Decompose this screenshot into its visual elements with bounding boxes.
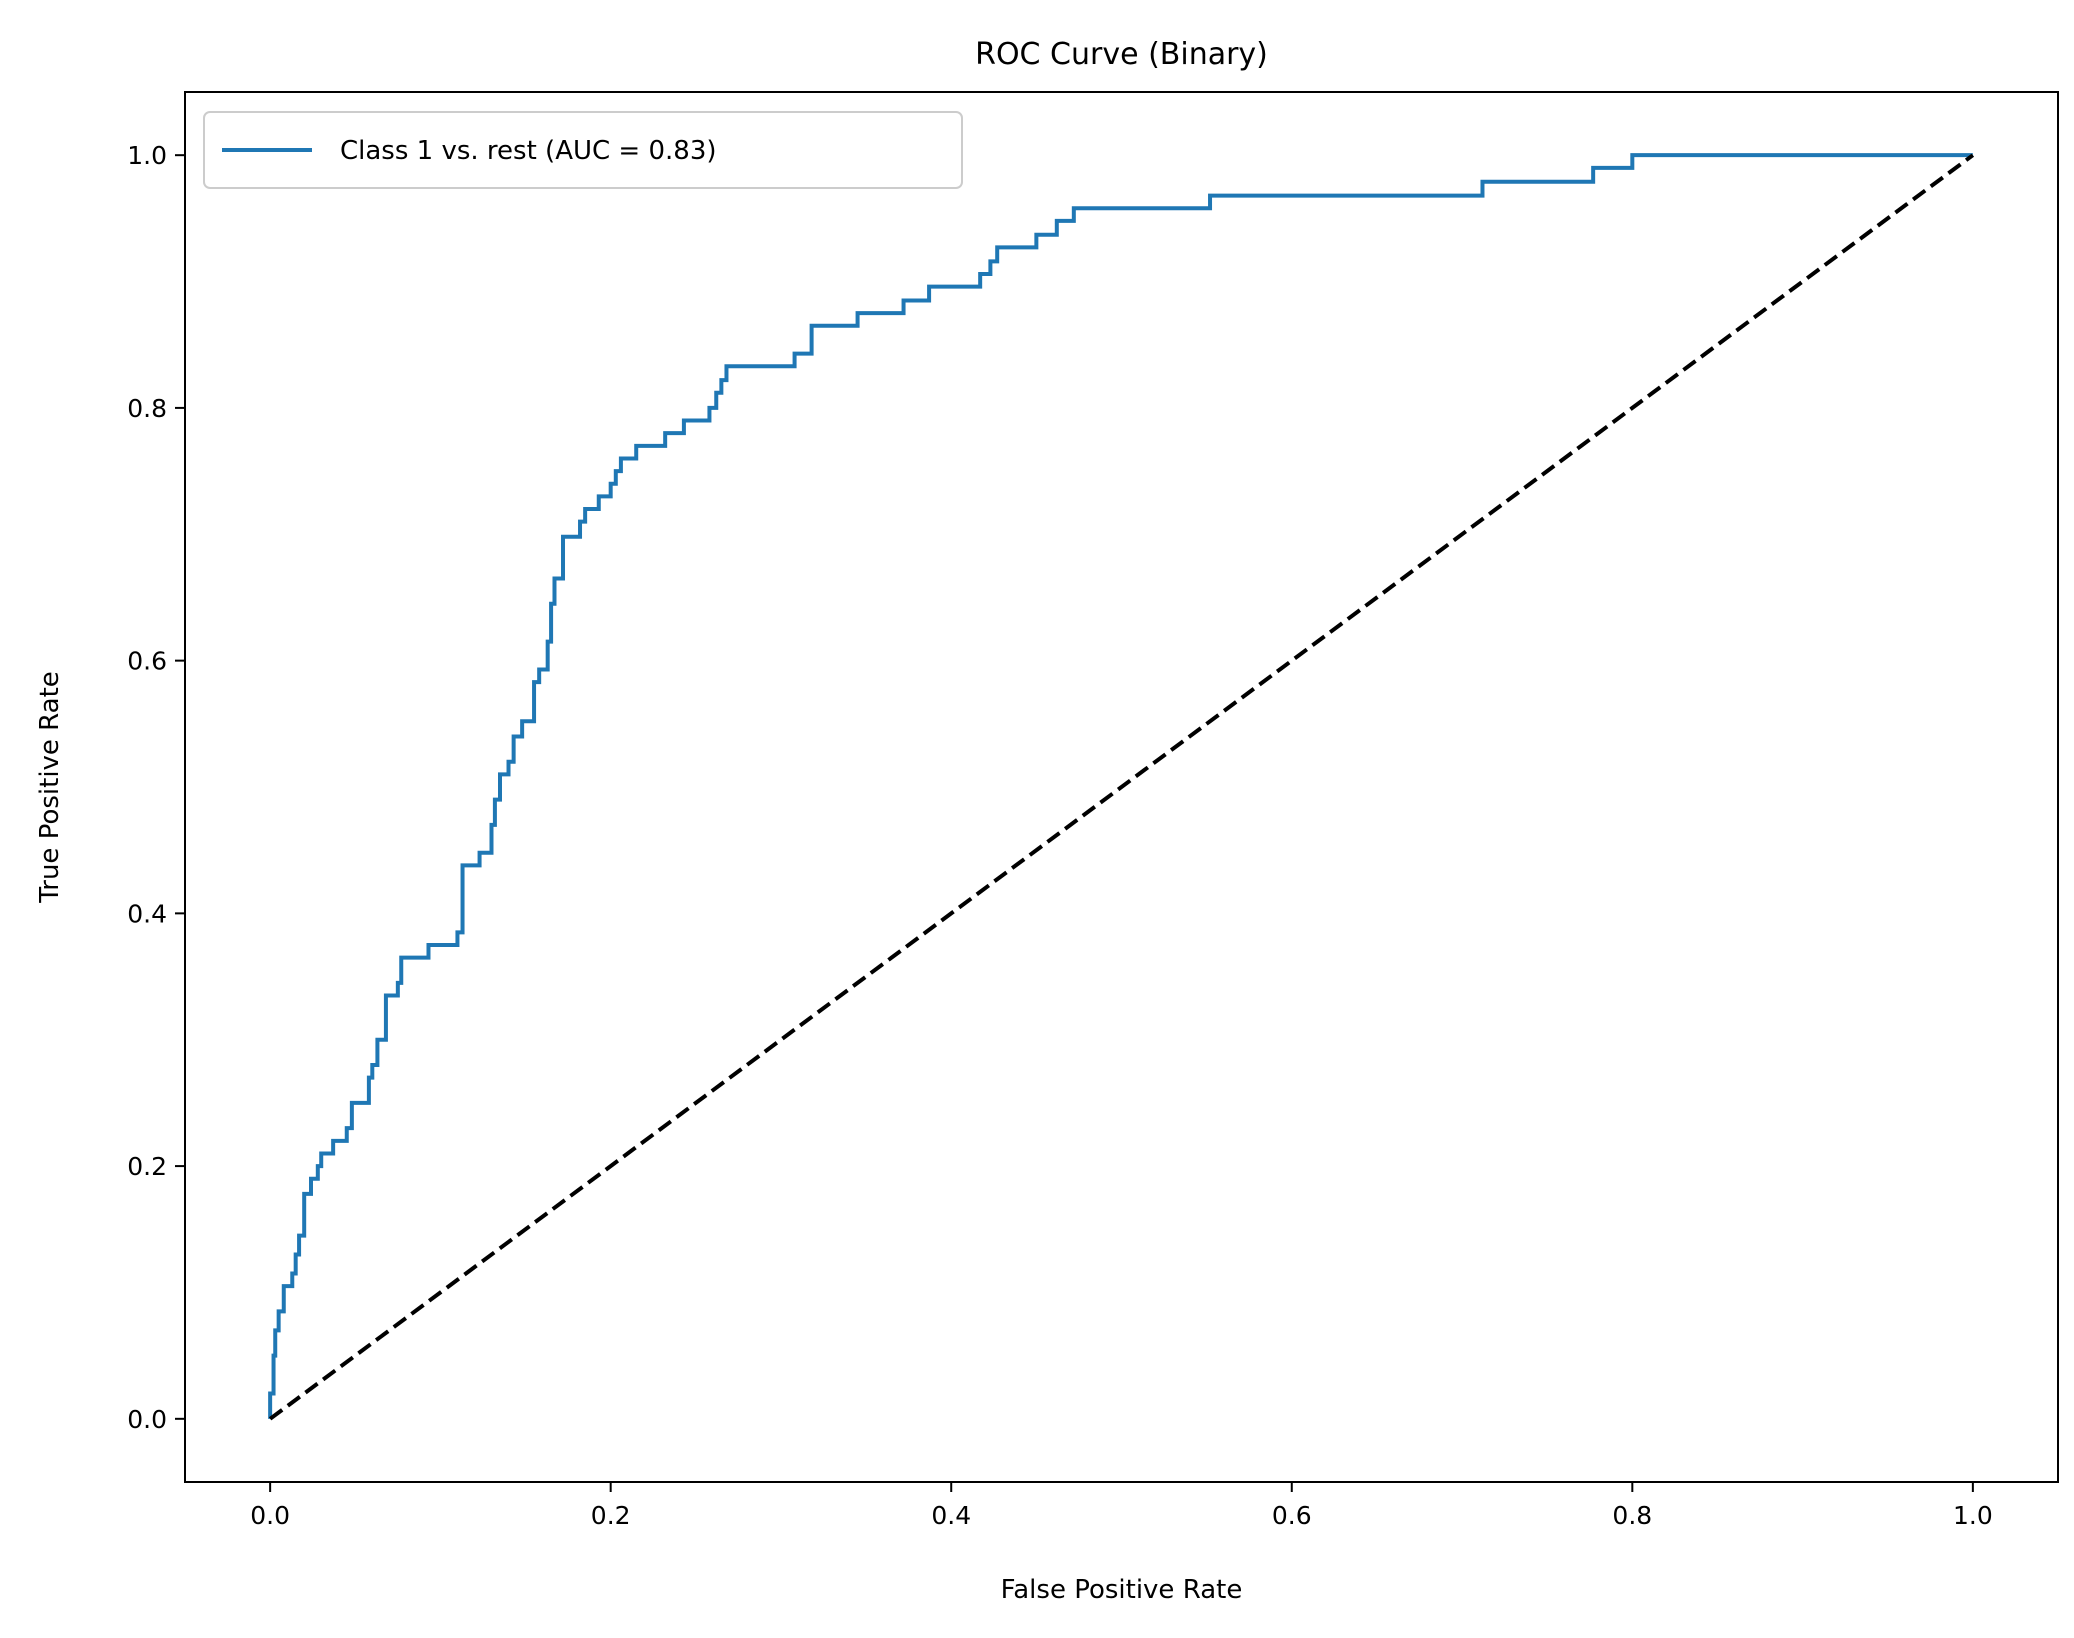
x-tick-label: 0.8 — [1612, 1501, 1652, 1530]
chance-diagonal-line — [268, 153, 1975, 1421]
y-tick-label: 0.2 — [127, 1152, 167, 1181]
legend-box — [203, 111, 963, 189]
x-axis-label: False Positive Rate — [1001, 1575, 1243, 1605]
x-tick-label: 0.4 — [931, 1501, 971, 1530]
roc-curve-series-1 — [268, 153, 1973, 1419]
y-tick-label: 0.0 — [127, 1405, 167, 1434]
x-tick-label: 0.0 — [250, 1501, 290, 1530]
y-axis-label: True Positive Rate — [35, 671, 65, 904]
y-tick-label: 1.0 — [127, 141, 167, 170]
axes: 0.0 0.2 0.4 0.6 0.8 1.0 0.0 0.2 0.4 0.6 0.8 1.0 — [127, 91, 2059, 1530]
chart-title: ROC Curve (Binary) — [975, 37, 1268, 72]
legend-label-series-1: Class 1 vs. rest (AUC = 0.83) — [340, 136, 717, 166]
plot-area — [268, 153, 1975, 1421]
y-tick-label: 0.8 — [127, 394, 167, 423]
y-tick-label: 0.6 — [127, 647, 167, 676]
x-tick-label: 0.2 — [591, 1501, 631, 1530]
x-tick-label: 1.0 — [1953, 1501, 1993, 1530]
axes-frame — [184, 91, 2059, 1483]
x-tick-label: 0.6 — [1272, 1501, 1312, 1530]
y-tick-label: 0.4 — [127, 899, 167, 928]
legend: Class 1 vs. rest (AUC = 0.83) — [203, 111, 963, 189]
